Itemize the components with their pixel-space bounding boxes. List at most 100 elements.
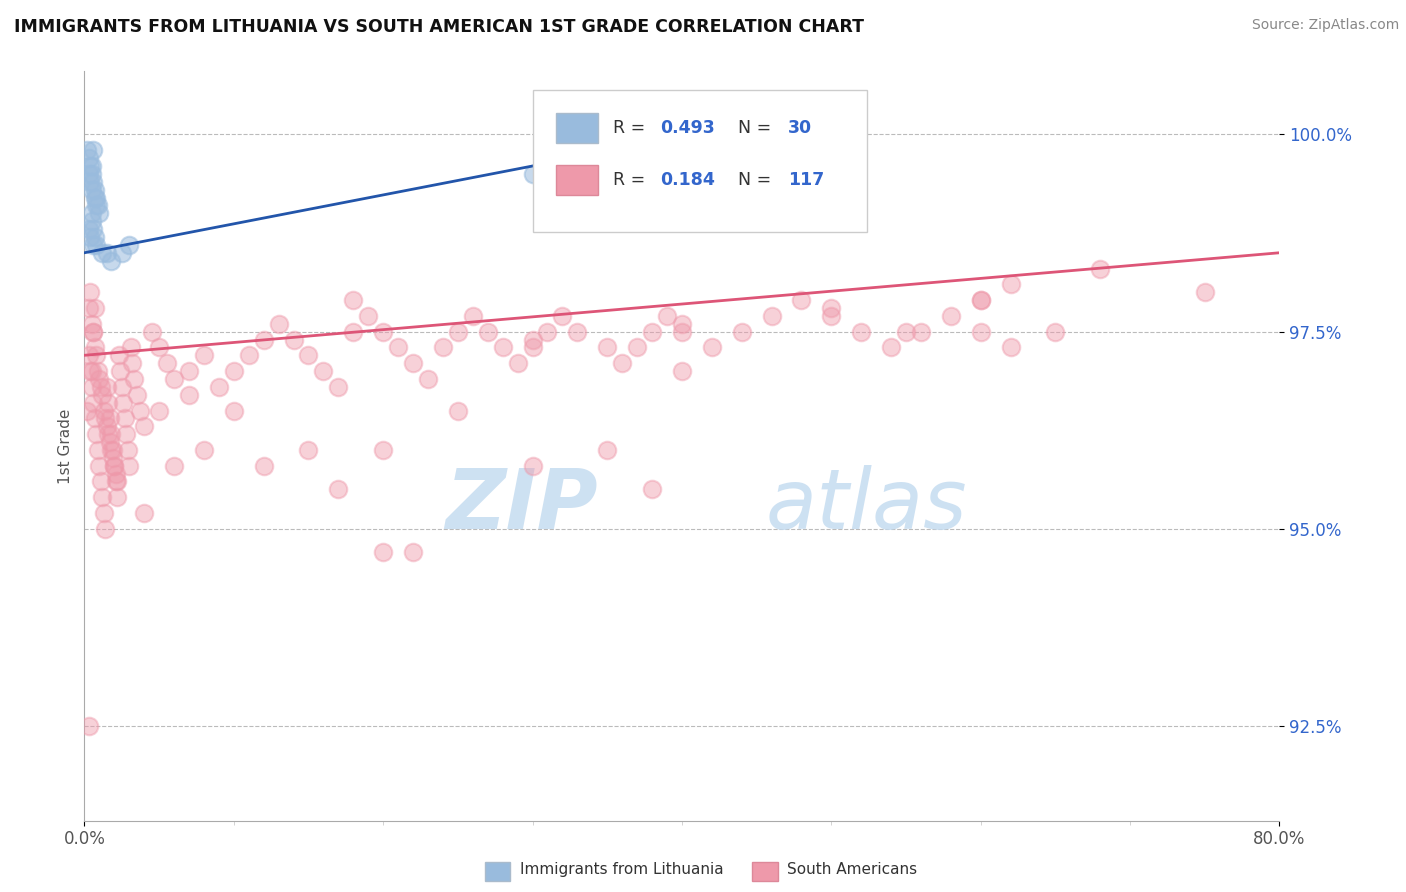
Point <box>128 403 150 417</box>
Point <box>148 403 170 417</box>
Point <box>82 222 104 236</box>
Point <box>82 238 104 252</box>
Point <box>253 458 276 473</box>
Point <box>641 483 664 497</box>
Text: South Americans: South Americans <box>787 863 918 877</box>
Point <box>86 190 108 204</box>
Point <box>522 340 544 354</box>
Point <box>76 143 98 157</box>
Point <box>551 309 574 323</box>
FancyBboxPatch shape <box>533 90 868 233</box>
Text: IMMIGRANTS FROM LITHUANIA VS SOUTH AMERICAN 1ST GRADE CORRELATION CHART: IMMIGRANTS FROM LITHUANIA VS SOUTH AMERI… <box>14 18 865 36</box>
Point <box>357 309 380 323</box>
Point <box>1045 325 1067 339</box>
Point <box>111 380 134 394</box>
Point <box>87 442 110 457</box>
Point <box>117 442 139 457</box>
Point <box>80 167 103 181</box>
Point <box>402 545 425 559</box>
Text: 0.184: 0.184 <box>661 171 716 189</box>
Text: N =: N = <box>738 171 778 189</box>
Point <box>894 325 917 339</box>
Point <box>1000 277 1022 292</box>
Point <box>122 372 145 386</box>
Point <box>101 442 124 457</box>
Point <box>120 340 142 354</box>
Text: ZIP: ZIP <box>446 466 599 547</box>
Point <box>671 364 693 378</box>
Text: 30: 30 <box>789 119 813 136</box>
Point <box>77 167 100 181</box>
Point <box>83 230 105 244</box>
Point <box>82 175 104 189</box>
Point <box>222 403 245 417</box>
Point <box>97 395 120 409</box>
Point <box>115 427 138 442</box>
Point <box>373 442 395 457</box>
Point <box>98 411 121 425</box>
Point <box>141 325 163 339</box>
Bar <box>557 165 599 195</box>
Point <box>373 325 395 339</box>
Point <box>328 380 350 394</box>
Point <box>970 293 993 307</box>
Point <box>416 372 439 386</box>
Text: R =: R = <box>613 171 651 189</box>
Y-axis label: 1st Grade: 1st Grade <box>58 409 73 483</box>
Point <box>86 427 108 442</box>
Point <box>655 309 678 323</box>
Point <box>851 325 873 339</box>
Point <box>939 309 962 323</box>
Point <box>193 348 215 362</box>
Point <box>105 475 128 489</box>
Point <box>820 301 842 315</box>
Text: N =: N = <box>738 119 778 136</box>
Point <box>193 442 215 457</box>
Point <box>79 175 101 189</box>
Point <box>820 309 842 323</box>
Point <box>432 340 454 354</box>
Point <box>163 372 186 386</box>
Point <box>253 333 276 347</box>
Point <box>86 238 108 252</box>
Point <box>89 372 111 386</box>
Point <box>76 403 98 417</box>
Point <box>132 506 156 520</box>
Point <box>790 293 813 307</box>
Point <box>90 475 112 489</box>
Point <box>82 143 104 157</box>
Bar <box>557 112 599 143</box>
Point <box>342 293 364 307</box>
Point <box>373 545 395 559</box>
Point <box>522 458 544 473</box>
Point <box>77 348 100 362</box>
Point <box>671 317 693 331</box>
Text: Immigrants from Lithuania: Immigrants from Lithuania <box>520 863 724 877</box>
Point <box>96 245 118 260</box>
Point <box>641 325 664 339</box>
Point <box>671 325 693 339</box>
Point <box>83 301 105 315</box>
Point <box>98 435 121 450</box>
Point <box>970 293 993 307</box>
Point <box>112 395 135 409</box>
Point <box>103 458 125 473</box>
Point <box>447 403 470 417</box>
Point <box>79 364 101 378</box>
Point <box>506 356 529 370</box>
Point <box>91 388 114 402</box>
Point <box>80 317 103 331</box>
Point <box>94 411 117 425</box>
Point <box>1000 340 1022 354</box>
Point <box>93 403 115 417</box>
Point <box>283 333 305 347</box>
Point <box>80 364 103 378</box>
Point <box>77 301 100 315</box>
Point <box>342 325 364 339</box>
Point <box>492 340 515 354</box>
Point <box>222 364 245 378</box>
Point <box>77 151 100 165</box>
Point <box>91 245 114 260</box>
Point <box>91 490 114 504</box>
Point <box>77 719 100 733</box>
